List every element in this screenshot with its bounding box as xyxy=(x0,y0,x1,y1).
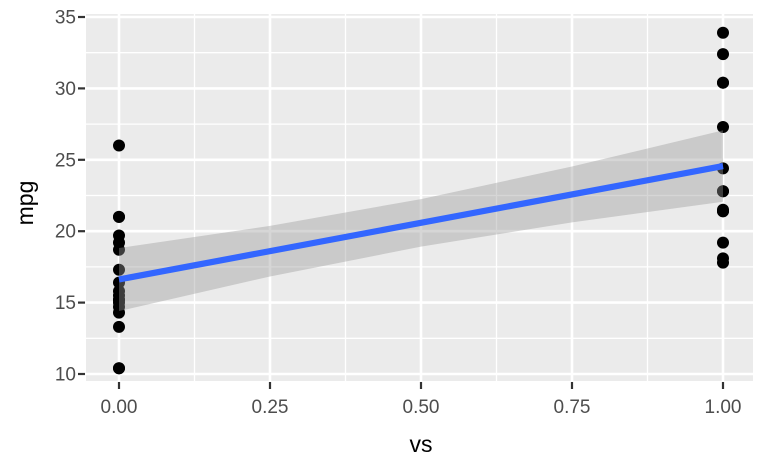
data-point xyxy=(717,236,729,249)
regression-line xyxy=(118,163,724,283)
y-tick-label: 25 xyxy=(55,150,76,171)
data-point xyxy=(113,229,125,242)
panel-background xyxy=(86,14,753,381)
data-point xyxy=(113,320,125,333)
data-point xyxy=(717,256,729,269)
x-tick-label: 1.00 xyxy=(705,397,742,418)
y-tick-label: 15 xyxy=(55,293,76,314)
y-axis-title: mpg xyxy=(12,181,38,226)
data-point xyxy=(113,285,125,298)
data-point xyxy=(717,205,729,218)
data-point xyxy=(717,120,729,133)
data-point xyxy=(717,185,729,198)
data-point xyxy=(113,362,125,375)
y-tick-label: 10 xyxy=(55,365,76,386)
data-point xyxy=(717,48,729,61)
data-point xyxy=(113,139,125,152)
y-tick-label: 20 xyxy=(55,222,76,243)
x-tick-label: 0.75 xyxy=(554,397,591,418)
data-point xyxy=(113,210,125,223)
x-axis-title: vs xyxy=(410,431,433,457)
y-tick-label: 30 xyxy=(55,79,76,100)
y-tick-label: 35 xyxy=(55,8,76,29)
data-point xyxy=(717,76,729,89)
data-point xyxy=(717,26,729,39)
x-tick-label: 0.25 xyxy=(252,397,289,418)
data-point xyxy=(113,263,125,276)
x-tick-label: 0.00 xyxy=(101,397,138,418)
x-tick-label: 0.50 xyxy=(403,397,440,418)
data-point xyxy=(113,296,125,309)
